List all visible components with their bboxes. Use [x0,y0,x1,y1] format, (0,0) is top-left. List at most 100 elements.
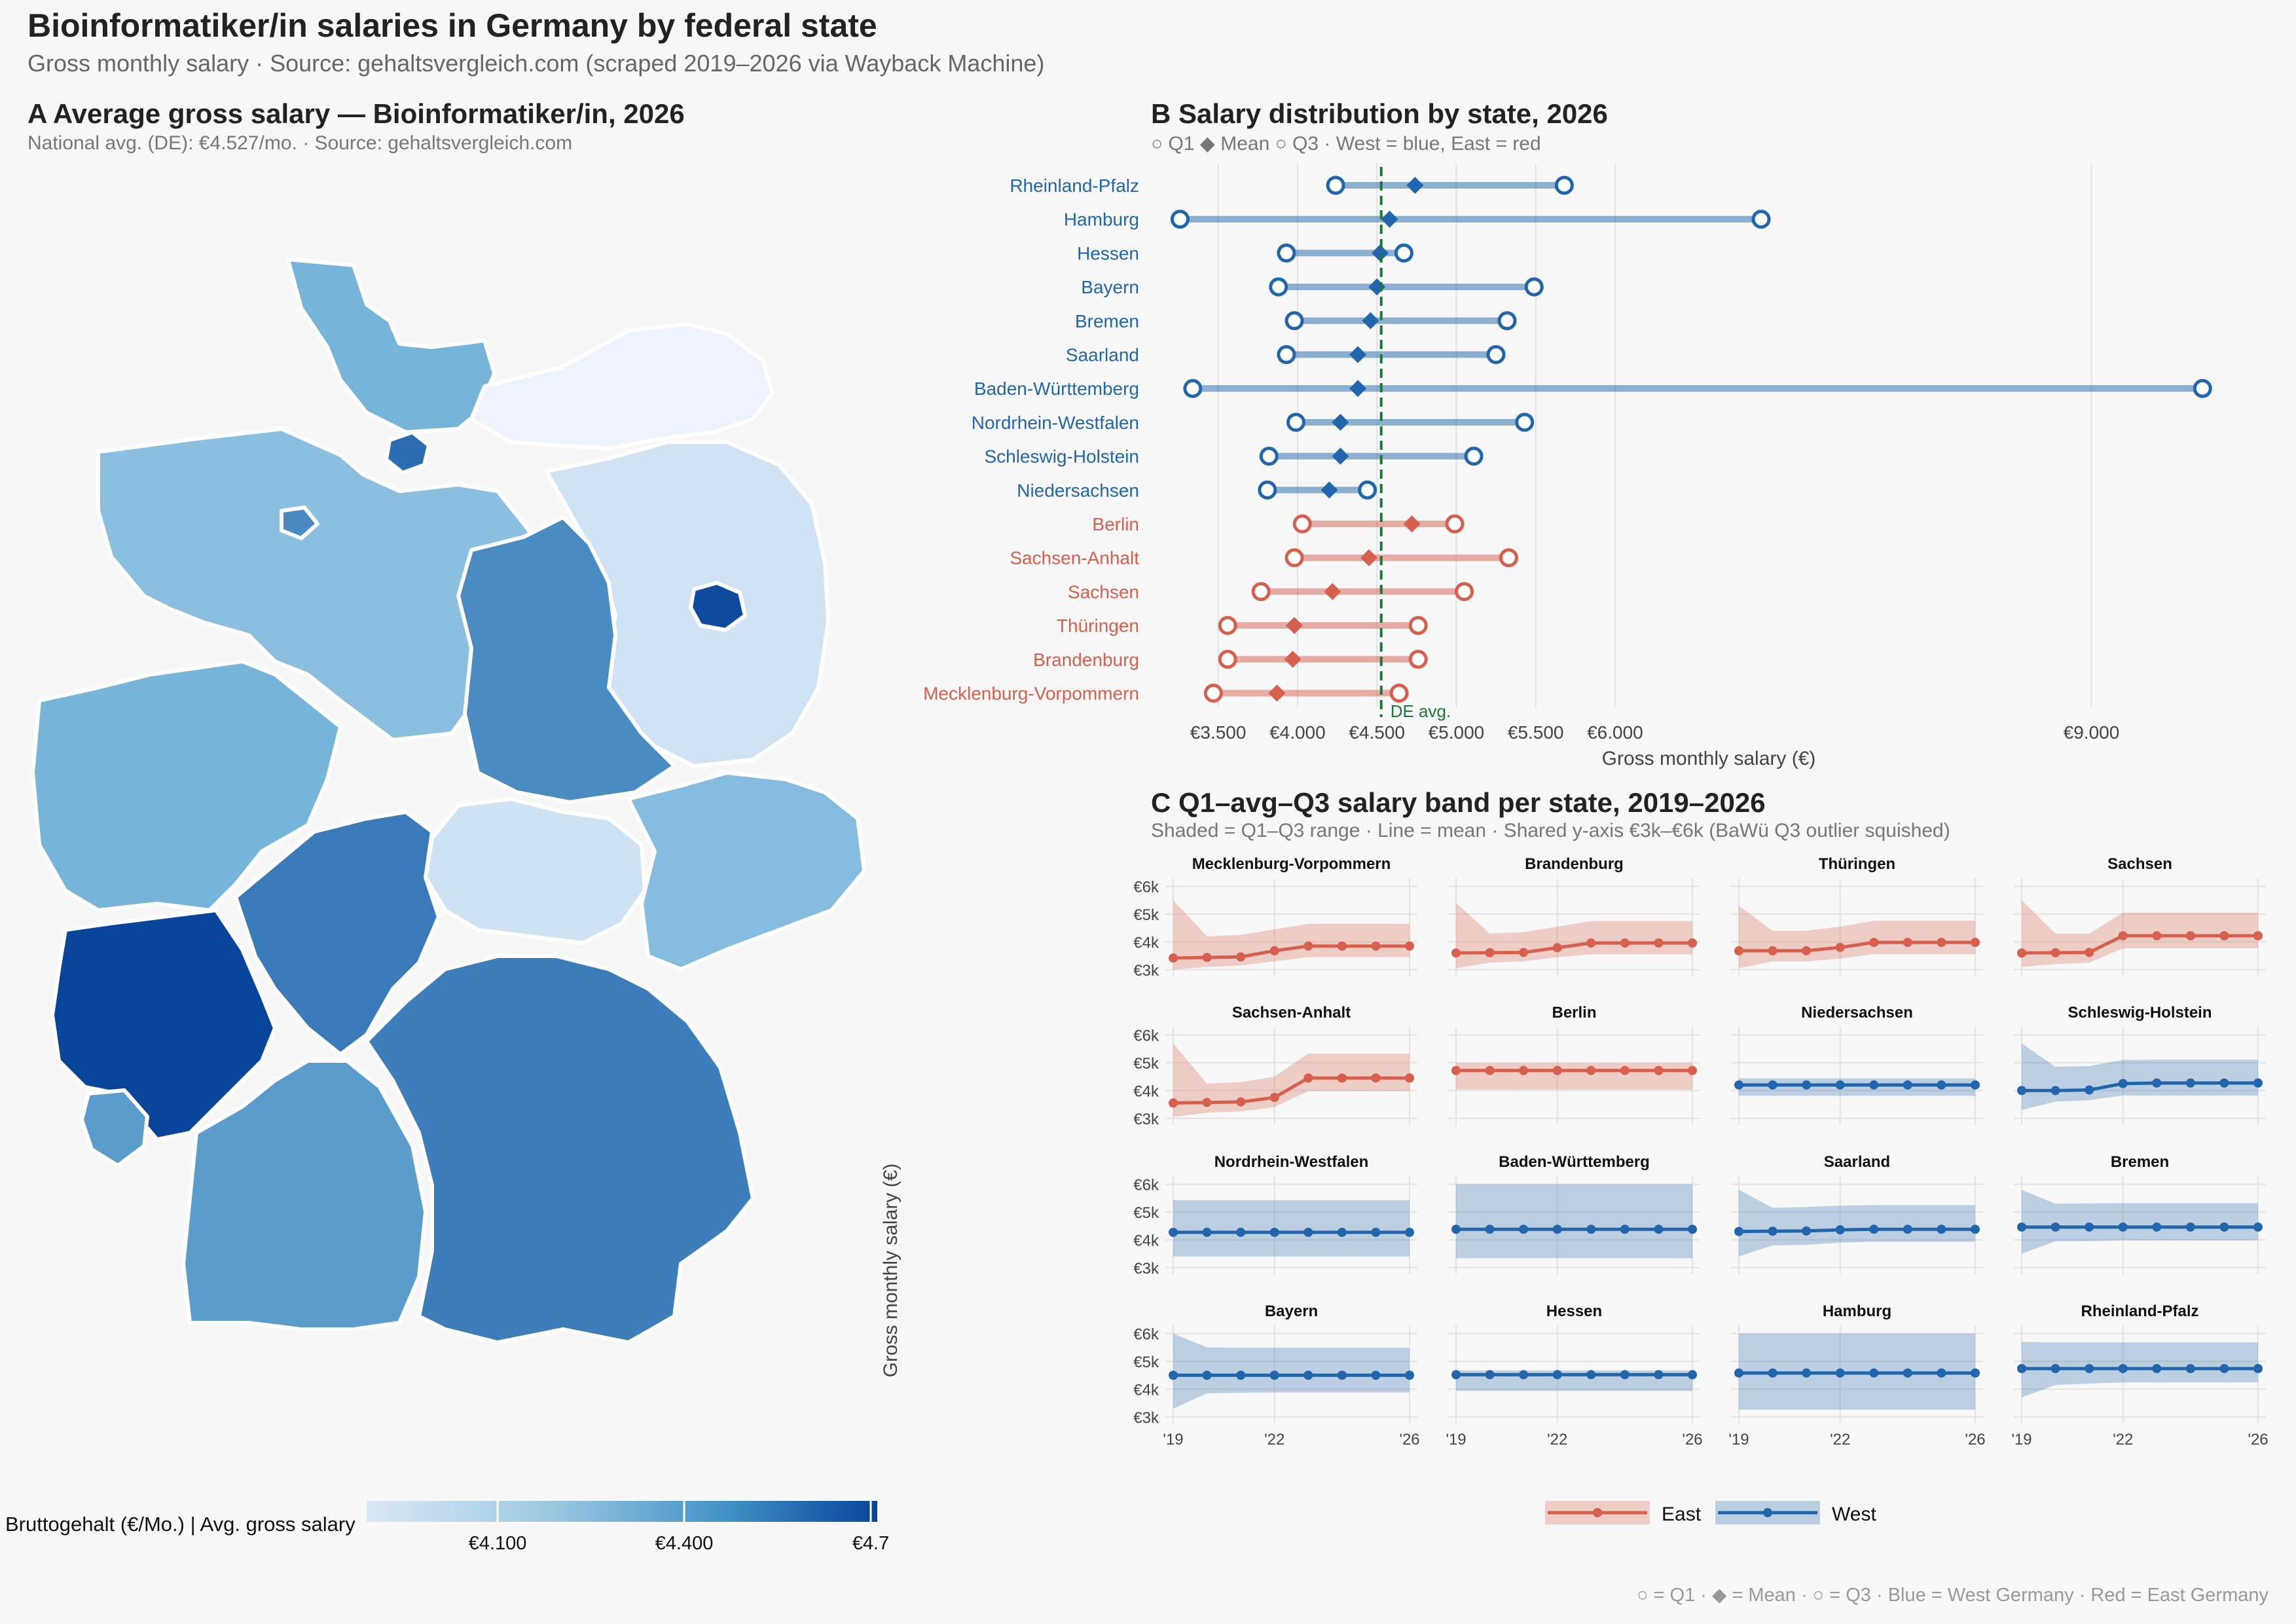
mean-point-brandenburg [1284,650,1302,668]
mean-point-rheinland-pfalz [1406,177,1424,194]
facet-title: Schleswig-Holstein [2068,1004,2212,1022]
mean-point [2253,1363,2263,1373]
mean-point [1485,1370,1495,1380]
mean-point [1451,1370,1461,1380]
state-label-baden-wuerttemberg: Baden-Württemberg [974,378,1139,399]
facet-x-tick: '26 [1965,1431,1985,1449]
mean-point [2253,931,2263,940]
mean-point [2152,931,2162,940]
legend-west: West [1715,1501,1876,1525]
row-sachsen: Sachsen [1068,581,1474,602]
mean-point [1236,1097,1246,1107]
mean-point [1337,1227,1347,1237]
facet-y-tick: €5k [1133,1055,1159,1073]
legend-tick-label: €4.100 [469,1533,527,1554]
legend-tick-label: €4.400 [655,1533,714,1554]
q1-q3-band [1173,1333,1410,1409]
state-label-niedersachsen: Niedersachsen [1017,480,1139,500]
state-thueringen [424,797,647,945]
q3-point-niedersachsen [1358,480,1377,500]
panel-c-subtitle: Shaded = Q1–Q3 range · Line = mean · Sha… [1151,820,1950,841]
mean-point [2118,931,2128,940]
q3-point-berlin [1445,514,1465,534]
facet-x-tick: '19 [1163,1431,1183,1449]
facet-title: Baden-Württemberg [1499,1153,1650,1171]
facet-x-tick: '22 [1547,1431,1567,1449]
mean-point-bremen [1362,312,1379,329]
mean-point [1768,1227,1777,1236]
mean-point [1768,1080,1777,1090]
mean-point [1654,1370,1664,1380]
q1-point-bremen [1285,311,1304,331]
mean-line [2022,1081,2258,1092]
facet-y-tick: €3k [1133,1111,1159,1128]
state-label-schleswig-holstein: Schleswig-Holstein [984,447,1139,467]
mean-line [1173,944,1410,960]
mean-point [1937,1368,1946,1378]
q1-point-berlin [1292,514,1312,534]
facet-title: Hessen [1546,1302,1602,1320]
mean-point [1303,941,1313,951]
mean-point [2219,1363,2229,1373]
mean-point-schleswig-holstein [1332,447,1349,465]
mean-point [2017,1222,2026,1232]
germany-choropleth-map [31,257,866,1344]
mean-point [1802,1080,1812,1090]
state-label-sachsen: Sachsen [1068,581,1139,602]
mean-point-baden-wuerttemberg [1349,380,1367,397]
panel-b-title: B Salary distribution by state, 2026 [1151,98,1608,129]
mean-point [1303,1073,1313,1083]
q1-point-hamburg [1170,210,1190,229]
mean-point [2085,1085,2094,1095]
state-mecklenburg-vorpommern [469,322,774,451]
q1-point-hessen [1277,243,1296,263]
legend-colorbar [367,1501,877,1522]
mean-point [1654,1225,1664,1234]
q1-point-sachsen-anhalt [1285,548,1304,568]
mean-point [1371,1227,1381,1237]
q1-q3-band [2022,1043,2258,1111]
mean-point [2219,931,2229,940]
mean-point [1303,1227,1313,1237]
facet-x-tick: '22 [2113,1431,2133,1449]
q3-point-hessen [1394,243,1413,263]
panel-c-y-axis-label: Gross monthly salary (€) [880,1164,902,1378]
map-legend-title: Bruttogehalt (€/Mo.) | Avg. gross salary [5,1513,355,1536]
facet-sachsen-anhalt: Sachsen-Anhalt €3k €4k €5k €6k [1133,1004,1417,1128]
mean-point [1835,1080,1845,1090]
mean-point-saarland [1349,346,1367,363]
q1-point-baden-wuerttemberg [1183,378,1203,398]
mean-point [1236,1371,1246,1380]
mean-point [1869,1080,1879,1090]
state-bremen [280,506,319,540]
row-rheinland-pfalz: Rheinland-Pfalz [1010,175,1574,196]
mean-point [1552,1370,1562,1380]
mean-point [2152,1078,2162,1088]
mean-point [2219,1078,2229,1088]
row-mecklenburg-vorpommern: Mecklenburg-Vorpommern [923,684,1409,704]
mean-point [1405,1227,1414,1237]
mean-point [1734,1368,1743,1378]
legend-east-label: East [1662,1504,1702,1525]
mean-point [1654,938,1664,948]
mean-point [1654,1065,1664,1075]
mean-point [1688,1225,1697,1234]
mean-point-niedersachsen [1321,481,1338,499]
q1-point-nordrhein-westfalen [1286,413,1305,432]
q1-point-schleswig-holstein [1259,447,1279,466]
mean-point [1835,1225,1845,1235]
facet-y-tick: €6k [1133,1176,1159,1194]
panel-b-x-tick: €3.500 [1190,722,1247,743]
row-baden-wuerttemberg: Baden-Württemberg [974,378,2212,399]
mean-point [1586,938,1596,948]
facet-y-tick: €5k [1133,1204,1159,1222]
state-brandenburg [545,440,830,768]
facet-y-tick: €6k [1133,1027,1159,1044]
row-sachsen-anhalt: Sachsen-Anhalt [1010,548,1518,568]
facet-title: Mecklenburg-Vorpommern [1192,855,1391,873]
mean-point [1451,1225,1461,1234]
mean-point [1586,1225,1596,1234]
mean-point [1835,1368,1845,1378]
mean-point [1169,1098,1178,1108]
mean-point [1269,946,1279,955]
